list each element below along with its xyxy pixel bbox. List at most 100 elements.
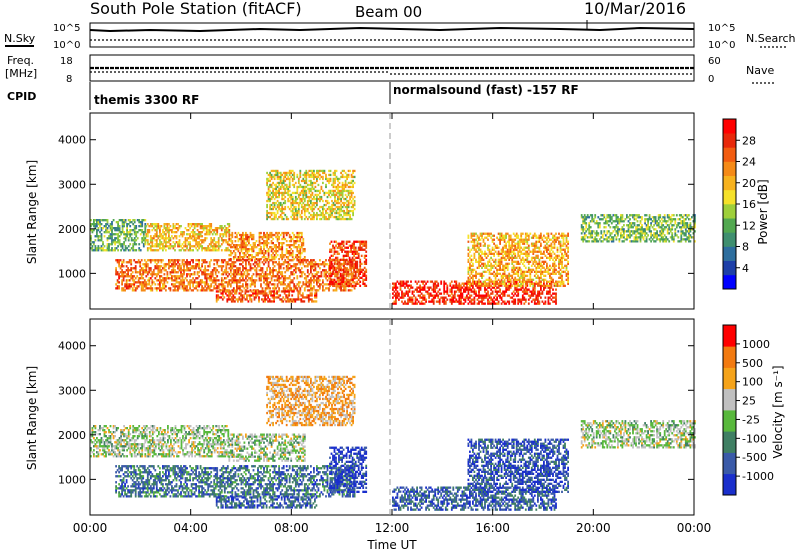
heatmap-cell xyxy=(601,234,604,237)
heatmap-cell xyxy=(460,300,462,303)
heatmap-cell xyxy=(213,249,216,252)
heatmap-cell xyxy=(365,278,368,281)
heatmap-cell xyxy=(502,266,504,269)
heatmap-cell xyxy=(171,283,173,286)
heatmap-cell xyxy=(363,278,366,281)
heatmap-cell xyxy=(305,279,308,282)
heatmap-cell xyxy=(538,300,541,303)
heatmap-cell xyxy=(550,272,553,275)
heatmap-cell xyxy=(514,248,517,251)
heatmap-cell xyxy=(490,236,492,239)
heatmap-cell xyxy=(282,275,285,278)
heatmap-cell xyxy=(529,290,532,293)
heatmap-cell xyxy=(290,279,293,282)
heatmap-cell xyxy=(299,248,302,251)
heatmap-cell xyxy=(142,273,145,276)
heatmap-cell xyxy=(521,298,524,301)
heatmap-cell xyxy=(180,233,182,236)
heatmap-cell xyxy=(485,292,488,295)
heatmap-cell xyxy=(562,232,565,235)
heatmap-cell xyxy=(252,233,255,237)
heatmap-cell xyxy=(204,227,207,230)
heatmap-cell xyxy=(476,284,479,287)
heatmap-cell xyxy=(363,284,366,287)
heatmap-cell xyxy=(282,235,285,239)
heatmap-cell xyxy=(121,283,123,286)
heatmap-cell xyxy=(317,277,320,280)
heatmap-cell xyxy=(555,296,557,299)
heatmap-cell xyxy=(517,282,520,285)
heatmap-cell xyxy=(517,254,520,257)
heatmap-cell xyxy=(146,235,149,238)
heatmap-cell xyxy=(473,292,476,295)
heatmap-cell xyxy=(222,285,225,288)
heatmap-cell xyxy=(162,277,164,280)
heatmap-cell xyxy=(562,284,565,287)
heatmap-cell xyxy=(216,269,219,272)
heatmap-cell xyxy=(509,248,512,251)
heatmap-cell xyxy=(609,220,612,223)
heatmap-cell xyxy=(282,300,285,303)
heatmap-cell xyxy=(228,231,231,234)
heatmap-cell xyxy=(506,288,509,291)
heatmap-cell xyxy=(340,285,342,288)
heatmap-cell xyxy=(157,267,160,270)
heatmap-cell xyxy=(183,289,185,292)
heatmap-cell xyxy=(119,259,122,262)
heatmap-cell xyxy=(133,233,136,236)
heatmap-cell xyxy=(281,246,284,249)
heatmap-cell xyxy=(142,267,145,270)
heatmap-cell xyxy=(255,246,258,249)
heatmap-cell xyxy=(97,221,100,224)
heatmap-cell xyxy=(236,271,238,274)
heatmap-cell xyxy=(267,237,270,241)
heatmap-cell xyxy=(404,292,406,295)
heatmap-cell xyxy=(467,280,470,283)
heatmap-cell xyxy=(538,282,541,285)
heatmap-cell xyxy=(481,274,483,277)
heatmap-cell xyxy=(617,226,619,229)
heatmap-cell xyxy=(538,248,541,251)
heatmap-cell xyxy=(535,282,538,285)
heatmap-cell xyxy=(180,279,182,282)
heatmap-cell xyxy=(467,268,470,271)
heatmap-cell xyxy=(96,233,98,236)
heatmap-cell xyxy=(517,246,520,249)
heatmap-cell xyxy=(393,282,396,285)
heatmap-cell xyxy=(503,264,506,267)
heatmap-cell xyxy=(354,260,357,263)
heatmap-cell xyxy=(162,243,164,246)
heatmap-cell xyxy=(515,294,518,297)
heatmap-cell xyxy=(520,288,523,291)
heatmap-cell xyxy=(148,269,151,272)
heatmap-cell xyxy=(443,300,446,303)
heatmap-cell xyxy=(133,237,136,240)
heatmap-cell xyxy=(311,261,314,264)
heatmap-cell xyxy=(365,276,368,279)
heatmap-cell xyxy=(136,271,139,274)
heatmap-cell xyxy=(555,258,557,261)
heatmap-cell xyxy=(562,270,565,273)
heatmap-cell xyxy=(116,279,119,282)
heatmap-cell xyxy=(508,236,511,239)
heatmap-cell xyxy=(217,285,220,288)
heatmap-cell xyxy=(476,286,479,289)
heatmap-cell xyxy=(213,279,216,282)
heatmap-cell xyxy=(267,256,270,259)
heatmap-cell xyxy=(523,288,526,291)
heatmap-cell xyxy=(330,254,333,257)
heatmap-cell xyxy=(184,249,187,252)
heatmap-cell xyxy=(269,233,271,237)
heatmap-cell xyxy=(540,280,542,283)
heatmap-cell xyxy=(521,232,524,235)
heatmap-cell xyxy=(365,242,368,245)
heatmap-cell xyxy=(500,248,503,251)
heatmap-cell xyxy=(337,267,339,270)
heatmap-cell xyxy=(186,245,188,248)
heatmap-cell xyxy=(353,263,356,266)
heatmap-cell xyxy=(162,247,164,250)
heatmap-cell xyxy=(272,256,274,259)
heatmap-cell xyxy=(517,266,520,269)
heatmap-cell xyxy=(345,250,348,253)
heatmap-cell xyxy=(431,288,434,291)
